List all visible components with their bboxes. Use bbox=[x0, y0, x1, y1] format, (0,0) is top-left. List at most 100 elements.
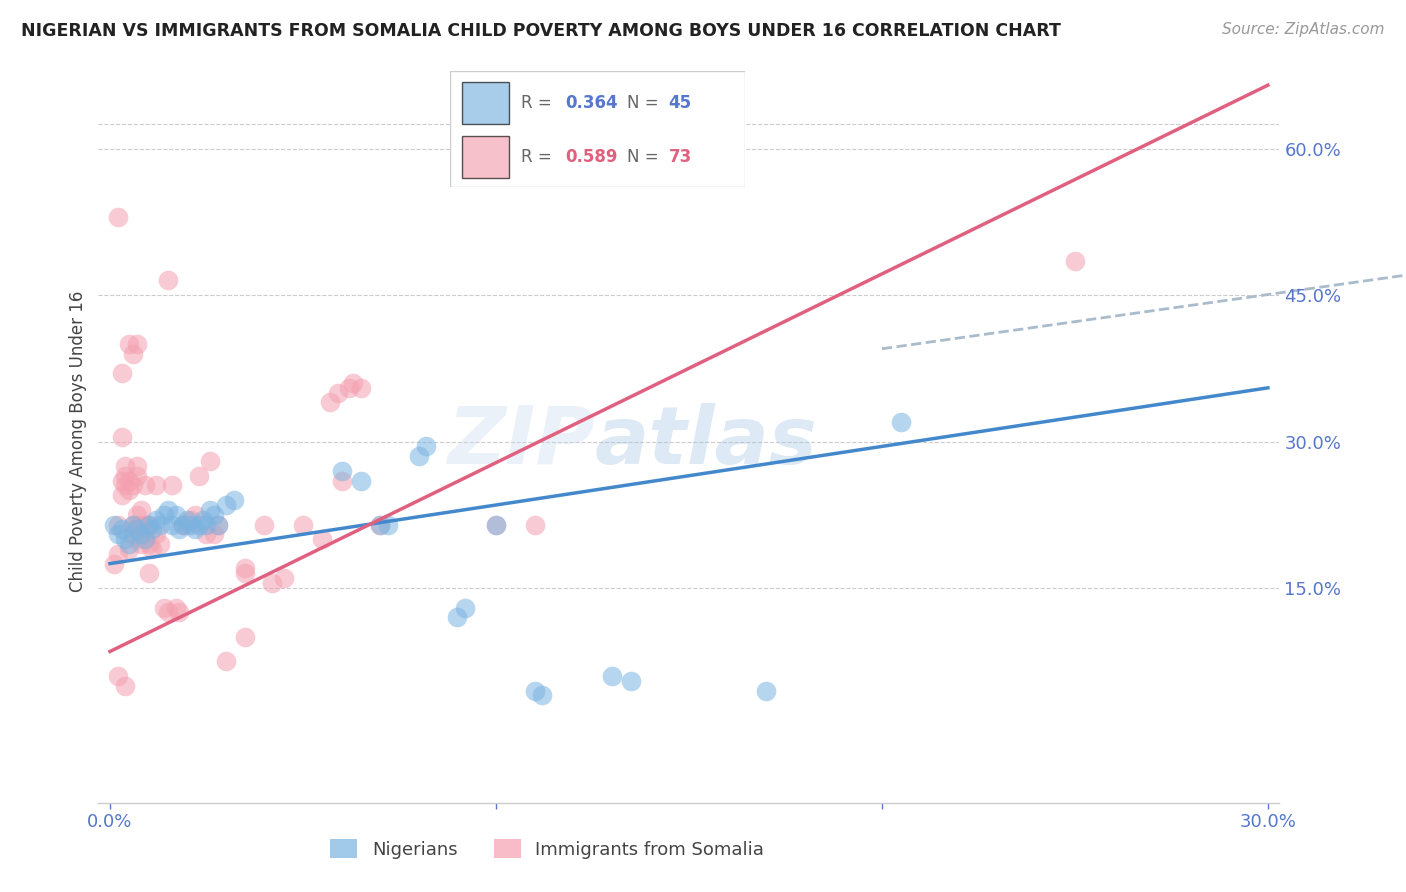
Point bbox=[122, 517, 145, 532]
Point bbox=[523, 517, 546, 532]
Point bbox=[125, 508, 148, 522]
Point bbox=[165, 600, 187, 615]
Point bbox=[118, 483, 141, 498]
Point bbox=[172, 517, 194, 532]
Point bbox=[129, 503, 152, 517]
Point bbox=[153, 508, 176, 522]
Point bbox=[165, 508, 187, 522]
Point bbox=[156, 273, 179, 287]
Point bbox=[195, 517, 218, 532]
Point bbox=[114, 679, 136, 693]
Point bbox=[202, 508, 225, 522]
Point bbox=[176, 517, 198, 532]
Point bbox=[134, 532, 156, 546]
Point bbox=[1064, 254, 1087, 268]
Text: N =: N = bbox=[627, 148, 664, 166]
Point bbox=[114, 458, 136, 473]
Point bbox=[187, 468, 209, 483]
Point bbox=[122, 346, 145, 360]
Point bbox=[169, 606, 191, 620]
Point bbox=[134, 517, 156, 532]
Point bbox=[215, 654, 238, 668]
Point bbox=[485, 517, 508, 532]
Text: 0.589: 0.589 bbox=[565, 148, 617, 166]
Point bbox=[125, 458, 148, 473]
FancyBboxPatch shape bbox=[461, 136, 509, 178]
Point bbox=[215, 498, 238, 512]
Point bbox=[114, 468, 136, 483]
Point bbox=[184, 508, 207, 522]
Point bbox=[169, 523, 191, 537]
Point bbox=[200, 454, 222, 468]
Point bbox=[118, 537, 141, 551]
Point bbox=[125, 337, 148, 351]
Point bbox=[114, 478, 136, 492]
Point bbox=[129, 517, 152, 532]
Y-axis label: Child Poverty Among Boys Under 16: Child Poverty Among Boys Under 16 bbox=[69, 291, 87, 592]
Point bbox=[107, 527, 129, 541]
Point bbox=[326, 385, 349, 400]
Point bbox=[138, 517, 160, 532]
Point bbox=[103, 517, 125, 532]
Point bbox=[200, 503, 222, 517]
Point bbox=[342, 376, 364, 390]
Point bbox=[207, 517, 229, 532]
Point bbox=[291, 517, 314, 532]
Point bbox=[485, 517, 508, 532]
Point bbox=[207, 517, 229, 532]
Point bbox=[125, 523, 148, 537]
Text: NIGERIAN VS IMMIGRANTS FROM SOMALIA CHILD POVERTY AMONG BOYS UNDER 16 CORRELATIO: NIGERIAN VS IMMIGRANTS FROM SOMALIA CHIL… bbox=[21, 22, 1062, 40]
Point bbox=[153, 600, 176, 615]
Point bbox=[273, 571, 295, 585]
Point bbox=[890, 415, 912, 429]
Point bbox=[122, 517, 145, 532]
Point bbox=[350, 381, 373, 395]
Point bbox=[138, 566, 160, 581]
Point bbox=[114, 532, 136, 546]
Point bbox=[172, 517, 194, 532]
Text: 73: 73 bbox=[668, 148, 692, 166]
Point bbox=[222, 493, 245, 508]
Point bbox=[141, 523, 163, 537]
Point bbox=[129, 527, 152, 541]
Text: 45: 45 bbox=[668, 94, 692, 112]
Point bbox=[176, 513, 198, 527]
Point bbox=[110, 523, 132, 537]
Point bbox=[122, 527, 145, 541]
Point bbox=[125, 468, 148, 483]
Point bbox=[110, 488, 132, 502]
Point bbox=[149, 537, 172, 551]
Point bbox=[118, 474, 141, 488]
Point bbox=[755, 683, 778, 698]
Point bbox=[180, 513, 202, 527]
Point bbox=[110, 366, 132, 380]
Point bbox=[107, 517, 129, 532]
Point bbox=[118, 337, 141, 351]
Point bbox=[195, 527, 218, 541]
Point bbox=[156, 606, 179, 620]
Text: ZIP: ZIP bbox=[447, 402, 595, 481]
Point bbox=[600, 669, 623, 683]
Point bbox=[233, 630, 256, 644]
Point bbox=[454, 600, 477, 615]
Point bbox=[415, 439, 437, 453]
Legend: Nigerians, Immigrants from Somalia: Nigerians, Immigrants from Somalia bbox=[323, 832, 772, 866]
Point bbox=[368, 517, 391, 532]
Point bbox=[523, 683, 546, 698]
Point bbox=[134, 527, 156, 541]
Point bbox=[134, 478, 156, 492]
Point bbox=[187, 517, 209, 532]
Point bbox=[191, 513, 214, 527]
Point bbox=[125, 517, 148, 532]
Text: R =: R = bbox=[520, 94, 557, 112]
Point bbox=[233, 566, 256, 581]
Text: N =: N = bbox=[627, 94, 664, 112]
Point bbox=[350, 474, 373, 488]
Point bbox=[330, 464, 353, 478]
Point bbox=[337, 381, 360, 395]
Point bbox=[233, 561, 256, 575]
Point bbox=[145, 513, 167, 527]
Point bbox=[531, 689, 554, 703]
Point bbox=[262, 576, 284, 591]
Point bbox=[138, 517, 160, 532]
